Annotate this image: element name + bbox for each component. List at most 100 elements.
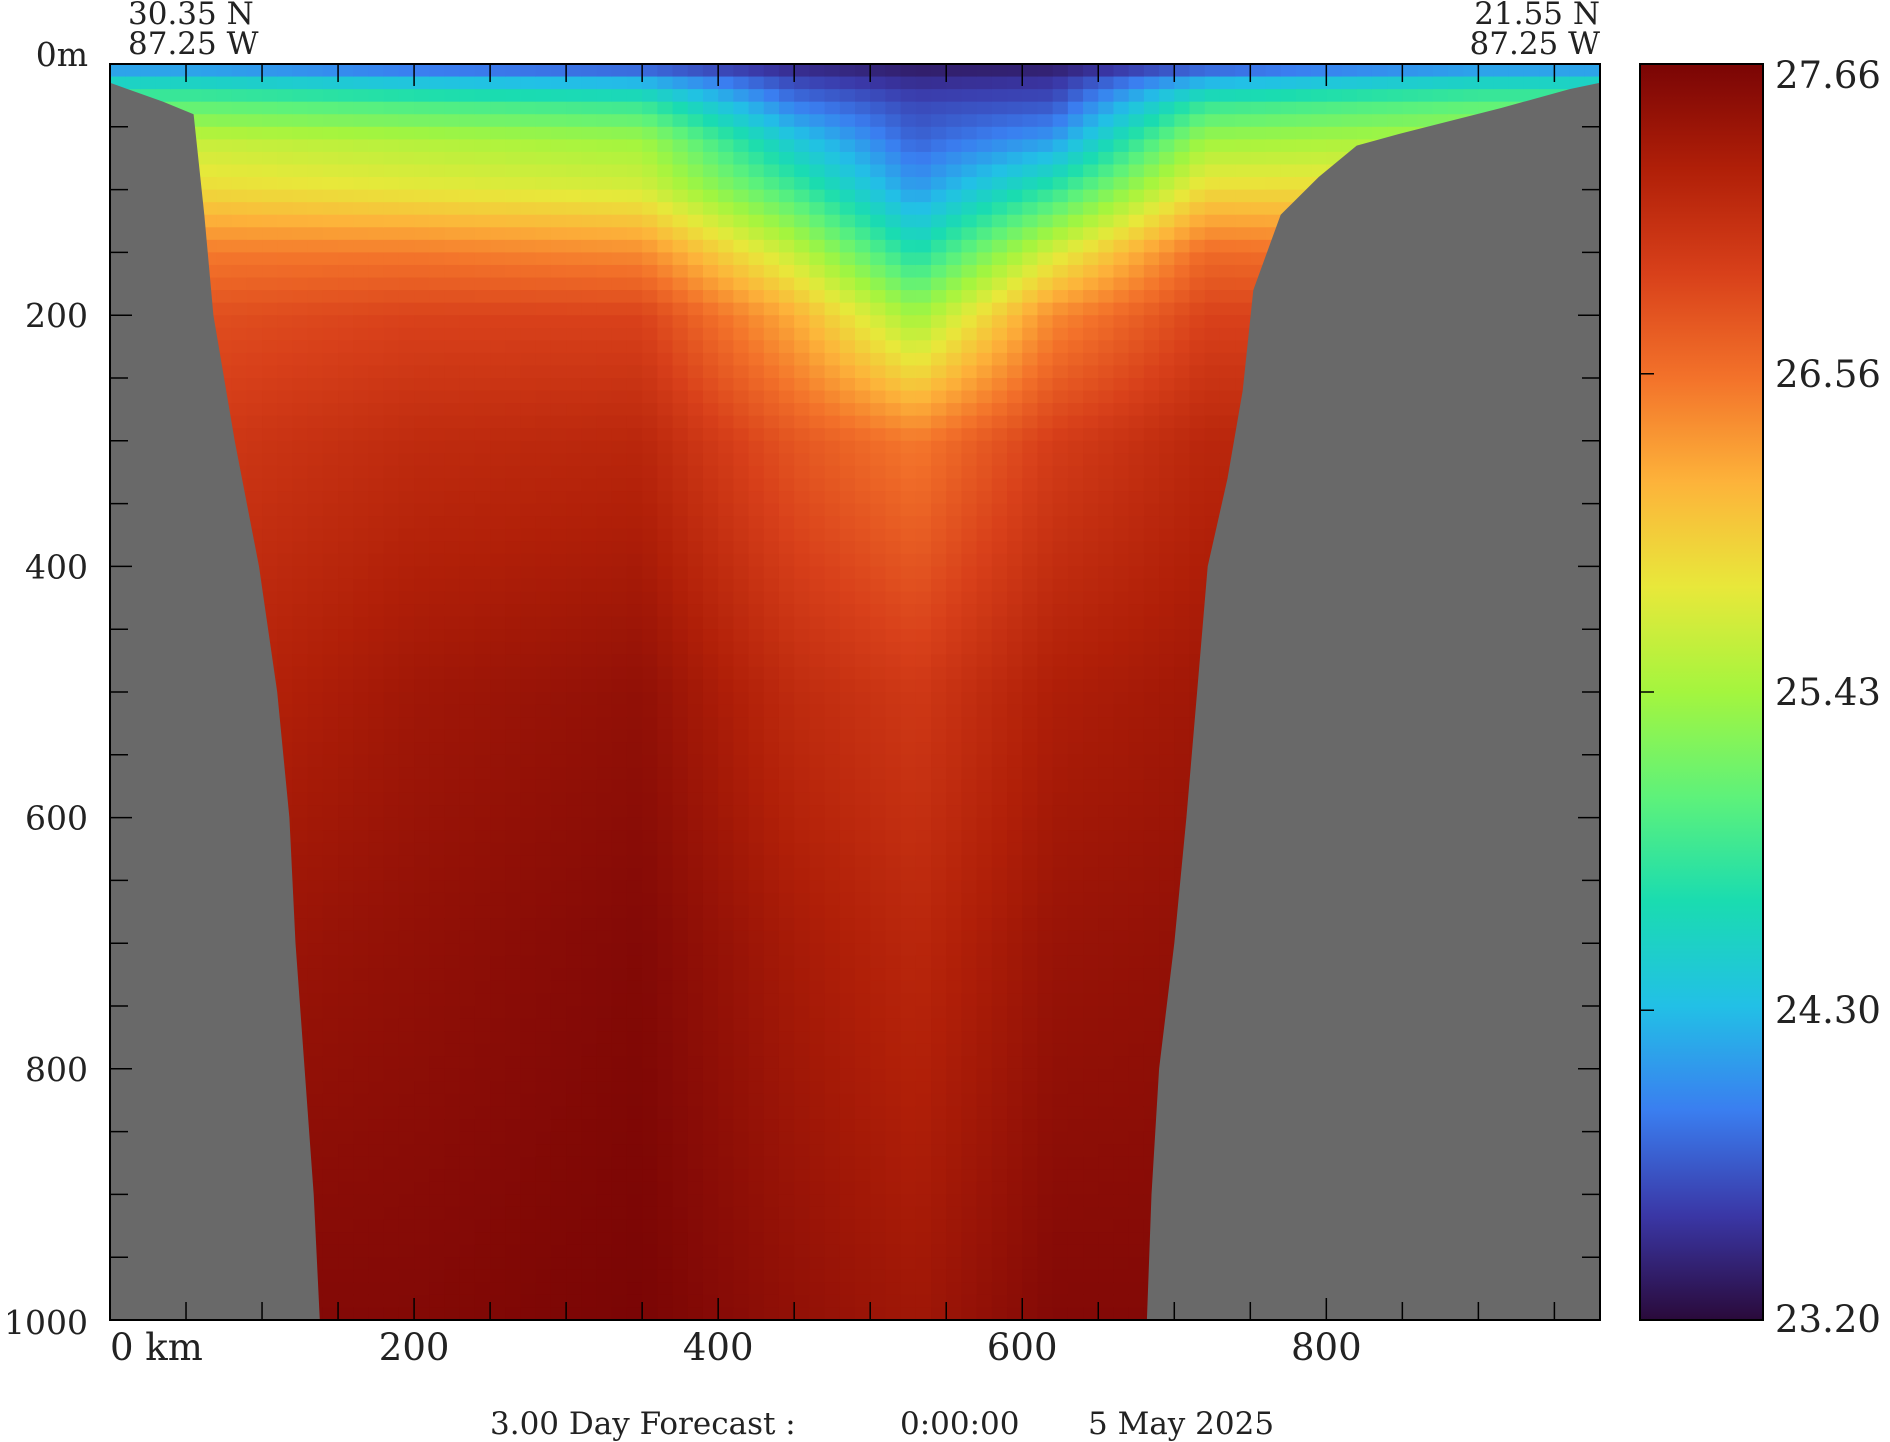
temperature-cell	[338, 1194, 354, 1208]
temperature-cell	[383, 315, 400, 329]
temperature-cell	[246, 114, 263, 128]
temperature-cell	[748, 352, 765, 367]
temperature-cell	[794, 867, 810, 881]
temperature-cell	[444, 76, 461, 90]
temperature-cell	[444, 164, 461, 178]
temperature-cell	[824, 340, 841, 354]
temperature-cell	[733, 76, 750, 90]
temperature-cell	[733, 566, 750, 580]
temperature-cell	[748, 742, 765, 756]
temperature-cell	[262, 528, 278, 542]
temperature-cell	[474, 1106, 491, 1120]
temperature-cell	[642, 930, 658, 944]
temperature-cell	[626, 1269, 643, 1283]
temperature-cell	[581, 918, 598, 932]
temperature-cell	[626, 465, 643, 480]
temperature-cell	[733, 1119, 750, 1133]
temperature-cell	[474, 742, 491, 756]
temperature-cell	[231, 365, 248, 379]
temperature-cell	[459, 905, 476, 919]
temperature-cell	[611, 478, 628, 492]
temperature-cell	[414, 189, 430, 203]
temperature-cell	[307, 290, 324, 304]
temperature-cell	[702, 1093, 719, 1108]
temperature-cell	[718, 1257, 734, 1271]
temperature-cell	[566, 403, 582, 417]
temperature-cell	[642, 239, 658, 253]
temperature-cell	[642, 692, 658, 706]
temperature-cell	[459, 742, 476, 756]
temperature-cell	[550, 101, 567, 115]
temperature-cell	[718, 453, 734, 467]
temperature-cell	[307, 1119, 324, 1133]
temperature-cell	[490, 277, 506, 291]
temperature-cell	[535, 390, 552, 404]
temperature-cell	[839, 227, 856, 241]
temperature-cell	[672, 792, 689, 806]
temperature-cell	[490, 1131, 506, 1145]
temperature-cell	[444, 553, 461, 567]
temperature-cell	[718, 1131, 734, 1145]
temperature-cell	[778, 842, 795, 856]
temperature-cell	[368, 855, 385, 869]
temperature-cell	[642, 943, 658, 957]
temperature-cell	[307, 578, 324, 593]
temperature-cell	[566, 151, 582, 166]
temperature-cell	[611, 1131, 628, 1145]
temperature-cell	[414, 930, 430, 944]
temperature-cell	[596, 1106, 613, 1120]
temperature-cell	[368, 578, 385, 593]
temperature-cell	[490, 478, 506, 492]
temperature-cell	[778, 578, 795, 593]
temperature-cell	[429, 352, 446, 367]
temperature-cell	[824, 1031, 841, 1045]
temperature-cell	[733, 264, 750, 279]
temperature-cell	[535, 1093, 552, 1108]
temperature-cell	[322, 993, 339, 1007]
temperature-cell	[855, 805, 871, 819]
temperature-cell	[657, 918, 674, 932]
temperature-cell	[414, 164, 430, 178]
temperature-cell	[338, 1219, 354, 1233]
temperature-cell	[550, 151, 567, 166]
temperature-cell	[626, 717, 643, 731]
temperature-cell	[748, 980, 765, 995]
temperature-cell	[718, 817, 734, 831]
temperature-cell	[596, 880, 613, 894]
temperature-cell	[459, 918, 476, 932]
temperature-cell	[550, 177, 567, 191]
temperature-cell	[611, 993, 628, 1007]
temperature-cell	[566, 516, 582, 530]
temperature-cell	[611, 1018, 628, 1032]
temperature-cell	[824, 955, 841, 969]
temperature-cell	[626, 553, 643, 567]
temperature-cell	[581, 440, 598, 454]
temperature-cell	[322, 1056, 339, 1070]
temperature-cell	[611, 1156, 628, 1170]
temperature-cell	[581, 151, 598, 166]
temperature-cell	[520, 465, 537, 480]
temperature-cell	[596, 440, 613, 454]
temperature-cell	[353, 465, 370, 480]
temperature-cell	[855, 1018, 871, 1032]
temperature-cell	[322, 692, 339, 706]
temperature-cell	[824, 980, 841, 995]
temperature-cell	[368, 528, 385, 542]
temperature-cell	[444, 352, 461, 367]
temperature-cell	[292, 654, 309, 668]
temperature-cell	[718, 654, 734, 668]
temperature-cell	[490, 1307, 506, 1320]
temperature-cell	[839, 1194, 856, 1208]
temperature-cell	[718, 1232, 734, 1246]
temperature-cell	[368, 641, 385, 655]
temperature-cell	[642, 679, 658, 693]
temperature-cell	[718, 1006, 734, 1020]
temperature-cell	[520, 64, 537, 78]
temperature-cell	[763, 1232, 780, 1246]
temperature-cell	[718, 252, 734, 266]
temperature-cell	[642, 340, 658, 354]
temperature-cell	[277, 666, 294, 681]
temperature-cell	[718, 315, 734, 329]
temperature-cell	[581, 1018, 598, 1032]
temperature-cell	[322, 666, 339, 681]
